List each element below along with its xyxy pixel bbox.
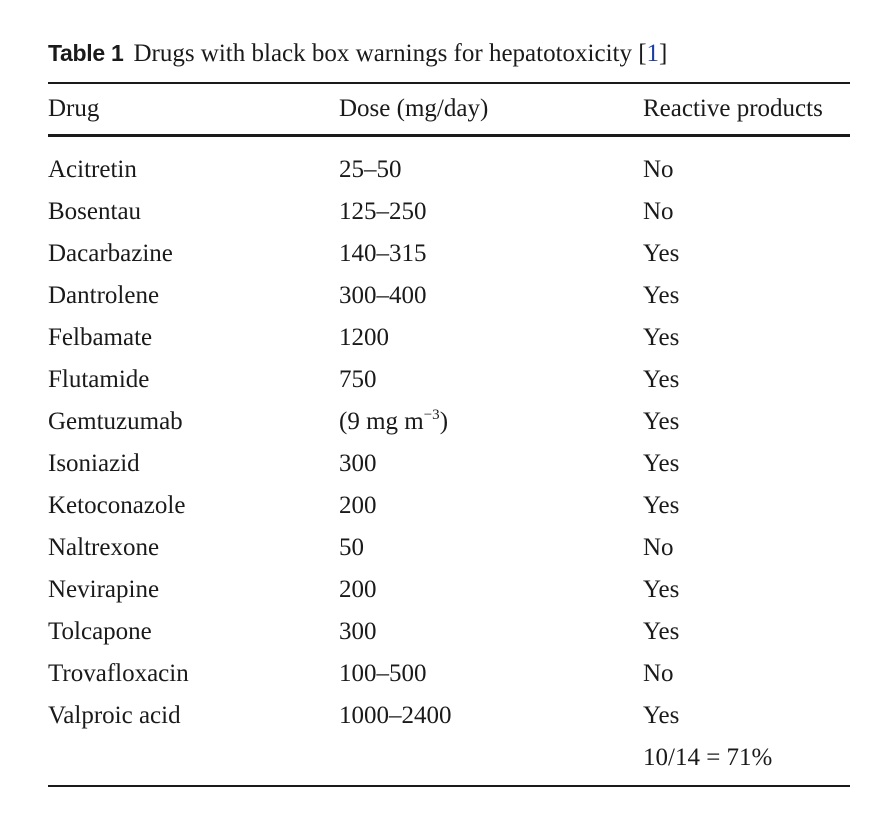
dose-text: (9 mg m	[339, 408, 424, 435]
drug-cell: Tolcapone	[48, 618, 152, 645]
header-drug: Drug	[48, 95, 100, 122]
table-row: Nevirapine 200 Yes	[48, 569, 850, 611]
drug-cell: Ketoconazole	[48, 492, 186, 519]
drug-table: Drug Dose (mg/day) Reactive products	[48, 84, 850, 134]
caption-close-bracket: ]	[659, 40, 668, 67]
dose-cell: 100–500	[339, 660, 427, 687]
drug-cell: Flutamide	[48, 366, 150, 393]
dose-cell: 300	[339, 450, 377, 477]
dose-cell: 1000–2400	[339, 702, 452, 729]
table-row: Trovafloxacin 100–500 No	[48, 653, 850, 695]
dose-cell: 200	[339, 492, 377, 519]
dose-cell: (9 mg m−3)	[339, 401, 643, 443]
bottom-rule	[48, 785, 850, 787]
reactive-cell: Yes	[643, 450, 680, 477]
drug-table-body: Acitretin 25–50 No Bosentau 125–250 No D…	[48, 137, 850, 779]
header-rule	[48, 134, 850, 137]
reactive-cell: Yes	[643, 282, 680, 309]
header-reactive-products: Reactive products	[643, 95, 823, 122]
header-row: Drug Dose (mg/day) Reactive products	[48, 84, 850, 134]
drug-cell: Felbamate	[48, 324, 153, 351]
drug-cell: Trovafloxacin	[48, 660, 189, 687]
drug-cell: Bosentau	[48, 198, 142, 225]
drug-cell: Isoniazid	[48, 450, 140, 477]
table-row: Bosentau 125–250 No	[48, 191, 850, 233]
reactive-cell: No	[643, 156, 674, 183]
summary-reactive-cell: 10/14 = 71%	[643, 744, 773, 771]
table-row: Isoniazid 300 Yes	[48, 443, 850, 485]
drug-cell: Naltrexone	[48, 534, 160, 561]
drug-cell: Nevirapine	[48, 576, 160, 603]
summary-dose-cell	[339, 737, 643, 779]
table-row: Dantrolene 300–400 Yes	[48, 275, 850, 317]
drug-cell: Valproic acid	[48, 702, 181, 729]
dose-cell: 300	[339, 618, 377, 645]
dose-cell: 140–315	[339, 240, 427, 267]
reactive-cell: No	[643, 534, 674, 561]
reactive-cell: Yes	[643, 366, 680, 393]
table-row: Gemtuzumab (9 mg m−3) Yes	[48, 401, 850, 443]
top-rule	[48, 82, 850, 84]
caption-label: Table 1	[48, 40, 124, 66]
summary-drug-cell	[48, 737, 339, 779]
reactive-cell: Yes	[643, 408, 680, 435]
reactive-cell: Yes	[643, 702, 680, 729]
dose-close: )	[439, 408, 449, 435]
reactive-cell: Yes	[643, 576, 680, 603]
table-row: Naltrexone 50 No	[48, 527, 850, 569]
reactive-cell: No	[643, 198, 674, 225]
caption-text: Drugs with black box warnings for hepato…	[133, 40, 647, 67]
dose-cell: 1200	[339, 324, 389, 351]
table-row: Valproic acid 1000–2400 Yes	[48, 695, 850, 737]
reactive-cell: Yes	[643, 240, 680, 267]
reactive-cell: Yes	[643, 492, 680, 519]
table-row: Tolcapone 300 Yes	[48, 611, 850, 653]
header-dose: Dose (mg/day)	[339, 95, 489, 122]
dose-cell: 50	[339, 534, 364, 561]
drug-cell: Dacarbazine	[48, 240, 173, 267]
table-caption: Table 1 Drugs with black box warnings for…	[48, 30, 850, 76]
reactive-cell: Yes	[643, 618, 680, 645]
table-row: Ketoconazole 200 Yes	[48, 485, 850, 527]
table-row: Dacarbazine 140–315 Yes	[48, 233, 850, 275]
summary-row: 10/14 = 71%	[48, 737, 850, 779]
drug-cell: Gemtuzumab	[48, 408, 183, 435]
table-row: Flutamide 750 Yes	[48, 359, 850, 401]
table-row: Felbamate 1200 Yes	[48, 317, 850, 359]
dose-cell: 125–250	[339, 198, 427, 225]
caption-reference-link[interactable]: 1	[646, 40, 660, 67]
table-row: Acitretin 25–50 No	[48, 149, 850, 191]
drug-cell: Dantrolene	[48, 282, 160, 309]
reactive-cell: Yes	[643, 324, 680, 351]
drug-cell: Acitretin	[48, 156, 137, 183]
dose-cell: 750	[339, 366, 377, 393]
reactive-cell: No	[643, 660, 674, 687]
dose-cell: 200	[339, 576, 377, 603]
dose-cell: 300–400	[339, 282, 427, 309]
dose-cell: 25–50	[339, 156, 402, 183]
dose-exponent: −3	[423, 407, 440, 423]
table-1: Table 1 Drugs with black box warnings for…	[48, 30, 850, 787]
